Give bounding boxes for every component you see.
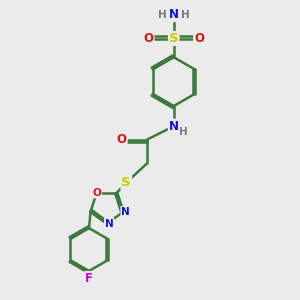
Text: H: H bbox=[179, 127, 188, 136]
Text: H: H bbox=[158, 10, 167, 20]
Text: O: O bbox=[143, 32, 154, 45]
Text: N: N bbox=[169, 120, 179, 133]
Text: O: O bbox=[194, 32, 204, 45]
Text: O: O bbox=[92, 188, 101, 197]
Text: H: H bbox=[181, 10, 189, 20]
Text: S: S bbox=[169, 32, 178, 45]
Text: S: S bbox=[122, 176, 131, 189]
Text: F: F bbox=[85, 272, 93, 285]
Text: N: N bbox=[121, 207, 130, 217]
Text: N: N bbox=[105, 219, 114, 229]
Text: N: N bbox=[169, 8, 179, 21]
Text: O: O bbox=[117, 133, 127, 146]
